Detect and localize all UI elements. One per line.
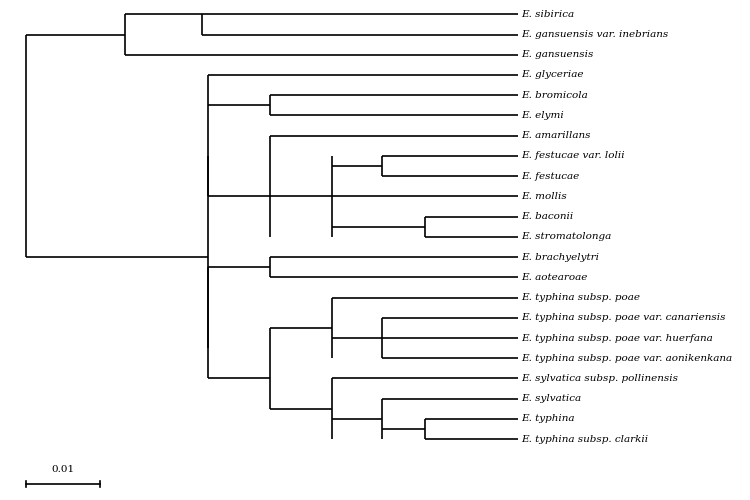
Text: E. gansuensis var. inebrians: E. gansuensis var. inebrians bbox=[520, 30, 668, 39]
Text: E. sibirica: E. sibirica bbox=[520, 10, 574, 19]
Text: E. typhina subsp. poae var. huerfana: E. typhina subsp. poae var. huerfana bbox=[520, 334, 712, 342]
Text: E. typhina subsp. poae var. aonikenkana: E. typhina subsp. poae var. aonikenkana bbox=[520, 354, 732, 362]
Text: E. glyceriae: E. glyceriae bbox=[520, 70, 584, 80]
Text: E. stromatolonga: E. stromatolonga bbox=[520, 232, 611, 241]
Text: E. festucae: E. festucae bbox=[520, 172, 579, 180]
Text: E. mollis: E. mollis bbox=[520, 192, 566, 201]
Text: E. typhina subsp. poae: E. typhina subsp. poae bbox=[520, 293, 640, 302]
Text: E. aotearoae: E. aotearoae bbox=[520, 273, 587, 282]
Text: E. amarillans: E. amarillans bbox=[520, 131, 590, 140]
Text: E. brachyelytri: E. brachyelytri bbox=[520, 252, 599, 262]
Text: E. elymi: E. elymi bbox=[520, 111, 563, 120]
Text: E. festucae var. lolii: E. festucae var. lolii bbox=[520, 152, 624, 160]
Text: E. baconii: E. baconii bbox=[520, 212, 573, 221]
Text: E. bromicola: E. bromicola bbox=[520, 90, 587, 100]
Text: E. gansuensis: E. gansuensis bbox=[520, 50, 593, 59]
Text: E. typhina subsp. clarkii: E. typhina subsp. clarkii bbox=[520, 434, 648, 444]
Text: E. typhina: E. typhina bbox=[520, 414, 574, 424]
Text: 0.01: 0.01 bbox=[51, 464, 74, 473]
Text: E. typhina subsp. poae var. canariensis: E. typhina subsp. poae var. canariensis bbox=[520, 314, 725, 322]
Text: E. sylvatica subsp. pollinensis: E. sylvatica subsp. pollinensis bbox=[520, 374, 678, 383]
Text: E. sylvatica: E. sylvatica bbox=[520, 394, 580, 403]
